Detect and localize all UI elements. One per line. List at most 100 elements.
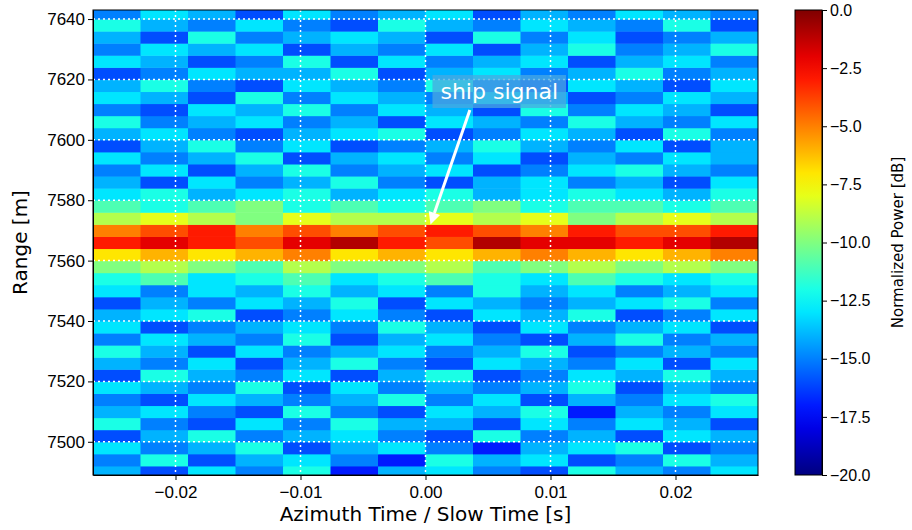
- heatmap-cell: [521, 212, 569, 225]
- heatmap-cell: [663, 321, 711, 334]
- heatmap-cell: [283, 31, 331, 44]
- heatmap-cell: [283, 92, 331, 105]
- heatmap-cell: [521, 55, 569, 68]
- heatmap-cell: [378, 55, 426, 68]
- heatmap-cell: [711, 140, 759, 153]
- heatmap-cell: [426, 224, 474, 237]
- annotation-arrowhead: [429, 211, 440, 224]
- heatmap-cell: [141, 164, 189, 177]
- heatmap-cell: [473, 55, 521, 68]
- heatmap-cell: [188, 79, 236, 92]
- heatmap-cell: [473, 176, 521, 189]
- heatmap-cell: [331, 152, 379, 165]
- x-axis: −0.02−0.010.000.010.02: [94, 475, 759, 502]
- heatmap-cell: [283, 393, 331, 406]
- heatmap-cell: [236, 369, 284, 382]
- heatmap-cell: [141, 430, 189, 443]
- heatmap-cell: [711, 116, 759, 129]
- heatmap-cell: [236, 116, 284, 129]
- heatmap-cell: [473, 224, 521, 237]
- heatmap-cell: [473, 369, 521, 382]
- heatmap-cell: [473, 164, 521, 177]
- heatmap-cell: [378, 249, 426, 262]
- heatmap-cell: [711, 466, 759, 475]
- heatmap-cell: [188, 164, 236, 177]
- heatmap-cell: [521, 10, 569, 20]
- heatmap-cell: [141, 442, 189, 455]
- heatmap-cell: [236, 152, 284, 165]
- heatmap-cell: [568, 10, 616, 20]
- heatmap-cell: [188, 10, 236, 20]
- heatmap-cell: [663, 10, 711, 20]
- heatmap-cell: [711, 261, 759, 274]
- heatmap-cell: [283, 236, 331, 249]
- heatmap-cell: [426, 200, 474, 213]
- y-tick-mark: [88, 140, 93, 141]
- x-tick-mark: [426, 475, 427, 480]
- heatmap-cell: [141, 297, 189, 310]
- heatmap-cell: [568, 55, 616, 68]
- heatmap-cell: [283, 176, 331, 189]
- heatmap-cell: [283, 466, 331, 475]
- x-tick-mark: [301, 475, 302, 480]
- heatmap-cell: [93, 31, 141, 44]
- heatmap-cell: [236, 321, 284, 334]
- heatmap-cell: [521, 442, 569, 455]
- heatmap-cell: [616, 418, 664, 431]
- heatmap-cell: [93, 273, 141, 286]
- heatmap-cell: [521, 236, 569, 249]
- y-axis-line: [93, 11, 94, 476]
- heatmap-cell: [473, 188, 521, 201]
- heatmap-cell: [331, 116, 379, 129]
- heatmap-cell: [568, 418, 616, 431]
- heatmap-cell: [616, 442, 664, 455]
- colorbar-tick: −20.0: [822, 467, 871, 484]
- heatmap-cell: [711, 10, 759, 20]
- heatmap-cell: [93, 67, 141, 80]
- annotation-box: [432, 75, 566, 108]
- heatmap-cell: [93, 188, 141, 201]
- heatmap-cell: [93, 116, 141, 129]
- heatmap-cell: [568, 321, 616, 334]
- heatmap-cell: [426, 418, 474, 431]
- heatmap-cell: [236, 164, 284, 177]
- heatmap-cell: [663, 309, 711, 322]
- heatmap-cell: [426, 273, 474, 286]
- heatmap-cell: [236, 466, 284, 475]
- heatmap-cell: [236, 10, 284, 20]
- heatmap-cell: [188, 67, 236, 80]
- heatmap-cell: [331, 357, 379, 370]
- heatmap-cell: [426, 19, 474, 32]
- heatmap-cell: [93, 10, 141, 20]
- heatmap-cell: [141, 369, 189, 382]
- heatmap-cell: [473, 128, 521, 141]
- heatmap-cell: [616, 79, 664, 92]
- heatmap-cell: [236, 393, 284, 406]
- heatmap-cell: [568, 224, 616, 237]
- heatmap-cell: [521, 309, 569, 322]
- heatmap-cell: [236, 128, 284, 141]
- heatmap-cell: [711, 176, 759, 189]
- heatmap-cell: [141, 176, 189, 189]
- heatmap-cell: [378, 116, 426, 129]
- heatmap-cell: [473, 43, 521, 56]
- heatmap-cell: [521, 273, 569, 286]
- heatmap-cell: [616, 393, 664, 406]
- heatmap-cell: [188, 43, 236, 56]
- heatmap-cell: [188, 393, 236, 406]
- heatmap-cell: [663, 466, 711, 475]
- heatmap-cell: [426, 357, 474, 370]
- heatmap-cell: [711, 212, 759, 225]
- heatmap-cell: [568, 297, 616, 310]
- heatmap-cell: [711, 104, 759, 117]
- x-tick-mark: [176, 475, 177, 480]
- grid: [93, 10, 758, 475]
- heatmap-cell: [616, 104, 664, 117]
- heatmap-cell: [473, 140, 521, 153]
- colorbar-tick-label: −10.0: [830, 234, 871, 251]
- heatmap-cell: [283, 454, 331, 467]
- heatmap-cell: [141, 92, 189, 105]
- heatmap-cell: [426, 297, 474, 310]
- heatmap-cell: [141, 381, 189, 394]
- heatmap-cell: [188, 333, 236, 346]
